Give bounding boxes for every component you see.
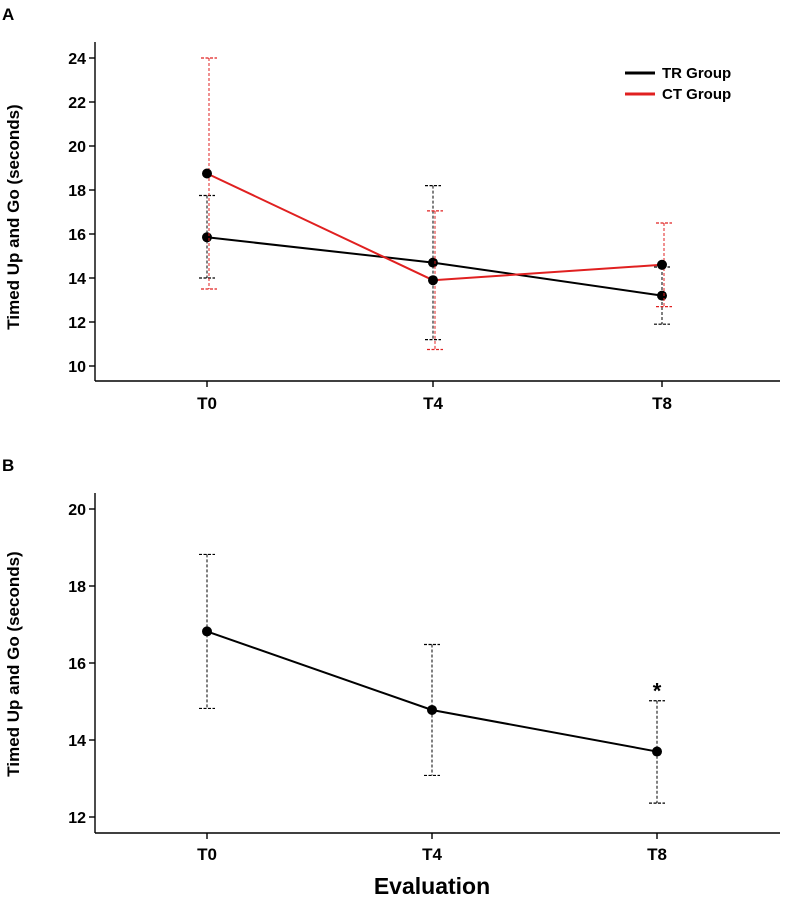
x-tick-label: T0 <box>197 394 217 413</box>
y-tick-label: 20 <box>68 502 86 519</box>
x-axis-title: Evaluation <box>374 873 490 899</box>
y-axis-title: Timed Up and Go (seconds) <box>4 104 23 329</box>
legend-label: CT Group <box>662 86 731 103</box>
y-tick-label: 10 <box>68 359 86 376</box>
panel-a-label: A <box>2 5 14 24</box>
data-point <box>202 626 212 637</box>
data-point <box>202 232 212 243</box>
data-point <box>657 259 667 270</box>
data-point <box>652 746 662 757</box>
series-ct-group <box>201 57 672 351</box>
y-tick-label: 16 <box>68 656 86 673</box>
data-point <box>657 290 667 301</box>
y-tick-label: 16 <box>68 227 86 244</box>
legend-label: TR Group <box>662 65 731 82</box>
y-tick-label: 12 <box>68 315 86 332</box>
panel-a-chart: A 10 12 14 16 18 20 22 24 T0 T4 T8 Timed Up and Go … <box>2 5 780 413</box>
data-point <box>428 275 438 286</box>
y-tick-label: 22 <box>68 95 86 112</box>
y-tick-label: 12 <box>68 810 86 827</box>
series-main <box>199 553 665 804</box>
legend: TR Group CT Group <box>625 65 731 103</box>
x-tick-label: T0 <box>197 845 217 864</box>
x-tick-label: T4 <box>422 845 442 864</box>
x-tick-label: T4 <box>423 394 443 413</box>
y-tick-label: 20 <box>68 139 86 156</box>
data-point <box>202 168 212 179</box>
panel-b-chart: B 12 14 16 18 20 T0 T4 T8 Timed Up and Go (secon… <box>2 456 780 899</box>
panel-b-label: B <box>2 456 14 475</box>
y-tick-label: 24 <box>68 51 86 68</box>
x-tick-label: T8 <box>647 845 667 864</box>
x-tick-label: T8 <box>652 394 672 413</box>
y-tick-label: 18 <box>68 183 86 200</box>
y-axis-title: Timed Up and Go (seconds) <box>4 551 23 776</box>
data-point <box>428 257 438 268</box>
data-point <box>427 704 437 715</box>
significance-asterisk: * <box>653 679 662 704</box>
y-tick-label: 14 <box>68 271 86 288</box>
y-tick-label: 14 <box>68 733 86 750</box>
y-tick-label: 18 <box>68 579 86 596</box>
